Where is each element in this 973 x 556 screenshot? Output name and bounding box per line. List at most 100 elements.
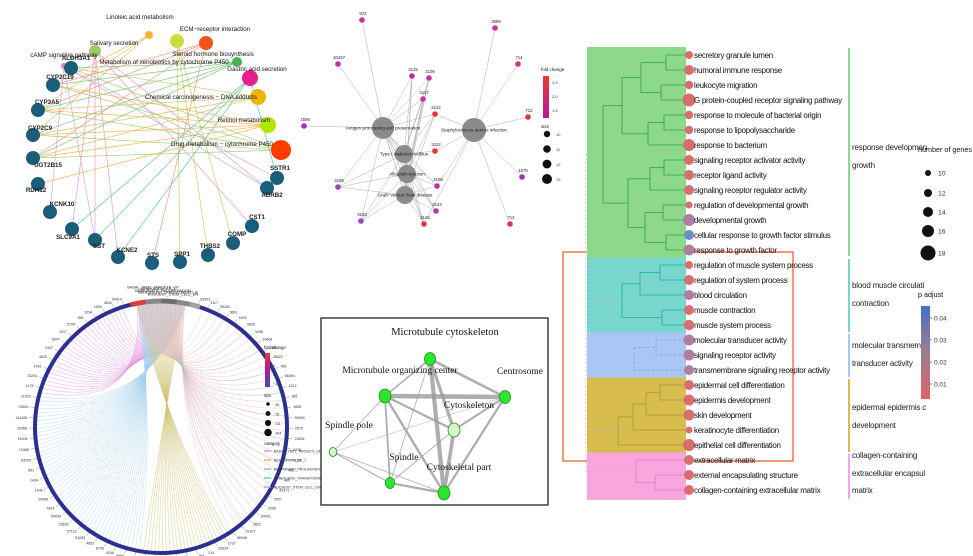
category-label: BOQUEST_STEM_CELL_DN	[274, 486, 321, 490]
chord-gene-id: 10388	[19, 448, 29, 452]
label-leader	[114, 546, 117, 551]
gene-id-label: 3125	[408, 67, 418, 72]
pathway-label: Drug metabolism − cytochrome P450	[171, 141, 274, 148]
number-of-genes-dot	[923, 207, 933, 217]
label-leader	[285, 458, 289, 460]
chord-link	[136, 304, 228, 534]
chord-gene-id: 56999	[295, 416, 305, 420]
label-leader	[285, 396, 290, 398]
chord-link	[38, 303, 185, 403]
chord-gene-id: 6502	[253, 522, 261, 526]
chord-gene-id: 1737	[228, 542, 236, 546]
gene-id-label: 3113	[431, 142, 441, 147]
gene-node	[145, 256, 159, 270]
label-leader	[196, 549, 198, 554]
go-term-node-label: Cytoskeletal part	[427, 463, 492, 473]
chord-link	[112, 303, 147, 543]
go-term-label: external encapsulating structure	[694, 471, 799, 480]
chord-link	[127, 303, 146, 548]
chord-gene-id: 56948	[237, 536, 247, 540]
chord-link	[179, 303, 259, 506]
chord-gene-id: 58494	[285, 374, 295, 378]
chord-gene-id: 1406	[35, 488, 43, 492]
go-term-label: G protein-coupled receptor signaling pat…	[694, 96, 842, 105]
fold-change-tick: 2.0	[552, 94, 558, 99]
chord-gene-id: 84259	[21, 458, 31, 462]
chord-gene-id: 9294	[84, 310, 92, 314]
pathway-node	[242, 70, 258, 86]
go-term-dot	[684, 65, 694, 75]
chord-gene-id: 10864	[262, 338, 272, 342]
go-term-label: response to lipopolysaccharide	[694, 126, 796, 135]
network-edge	[32, 149, 282, 159]
go-term-label: epithelial cell differentiation	[694, 441, 781, 450]
gene-node	[111, 250, 125, 264]
label-leader	[287, 406, 292, 408]
size-legend-dot	[265, 411, 271, 416]
gene-label: THBS2	[200, 243, 221, 250]
chord-gene-id: 51083	[75, 536, 85, 540]
label-leader	[77, 526, 81, 530]
go-term-dot	[684, 455, 694, 465]
chord-link	[158, 301, 284, 402]
network-edge	[49, 65, 65, 213]
category-arc	[145, 298, 162, 305]
gene-id-label: 3689	[491, 19, 501, 24]
gene-label: ADRB2	[261, 192, 283, 199]
network-edge	[337, 173, 408, 188]
fold-change-tick: 2	[273, 355, 275, 359]
go-term-dot	[684, 185, 694, 195]
cluster-summary-text: blood muscle circulati	[852, 281, 924, 290]
gene-label: CYP2C19	[46, 74, 74, 81]
cluster-block	[587, 47, 686, 258]
label-leader	[256, 512, 260, 516]
microtubule-network-panel: Microtubule cytoskeleton Microtubule orga…	[320, 317, 549, 506]
go-term-node	[384, 477, 396, 489]
gene-set-top-label: BENPORATH_PROLIFERATION	[135, 289, 191, 293]
pathway-label: Chemical carcinogenesis − DNA adducts	[145, 94, 257, 101]
go-term-dot	[683, 214, 695, 226]
go-term-dot	[684, 80, 694, 90]
go-term-dot	[685, 426, 693, 434]
pathway-label: ECM−receptor interaction	[180, 26, 251, 33]
go-term-dot	[684, 275, 694, 285]
go-term-dot	[684, 230, 694, 240]
go-term-dot	[684, 125, 694, 135]
network-edge	[360, 127, 384, 222]
chord-link	[151, 302, 204, 545]
pathway-label: Metabolism of xenobiotics by cytochrome …	[99, 59, 229, 66]
network-edge	[337, 153, 405, 188]
chord-gene-id: 54059	[51, 515, 61, 519]
network-edge	[360, 153, 405, 222]
gene-node	[426, 75, 432, 81]
gene-node	[492, 25, 498, 31]
network-edge	[332, 396, 506, 453]
gene-label: ALDH3A1	[62, 55, 91, 62]
chord-link	[170, 302, 279, 471]
network-edge	[32, 124, 269, 159]
network-edge	[303, 125, 384, 129]
pathway-label: Salivary secretion	[90, 40, 139, 47]
pathway-node	[250, 89, 266, 105]
gene-id-label: 714	[515, 55, 523, 60]
pathway-node	[199, 36, 213, 50]
go-term-label: molecular transducer activity	[694, 336, 787, 345]
pathway-label: Linoleic acid metabolism	[106, 14, 173, 21]
size-legend-value: 164	[275, 432, 281, 436]
gene-label: CYP3A5	[35, 99, 60, 106]
network-edge	[383, 395, 446, 494]
fold-change-legend-title: fold change	[264, 345, 286, 350]
chord-link	[147, 302, 256, 369]
gene-id-label: 713	[507, 215, 515, 220]
chord-link	[161, 301, 286, 417]
number-of-genes-value: 12	[938, 191, 946, 198]
gene-id-label: 3108	[433, 177, 443, 182]
gene-label: SST	[93, 243, 105, 250]
network-edge	[176, 40, 234, 244]
go-term-label: keratinocyte differentiation	[694, 426, 779, 435]
fold-change-tick: 2.5	[552, 80, 558, 85]
network-edge	[52, 34, 150, 86]
network-edge	[32, 134, 282, 151]
size-legend-value: 12	[556, 162, 561, 167]
go-term-label: regulation of system process	[694, 276, 788, 285]
